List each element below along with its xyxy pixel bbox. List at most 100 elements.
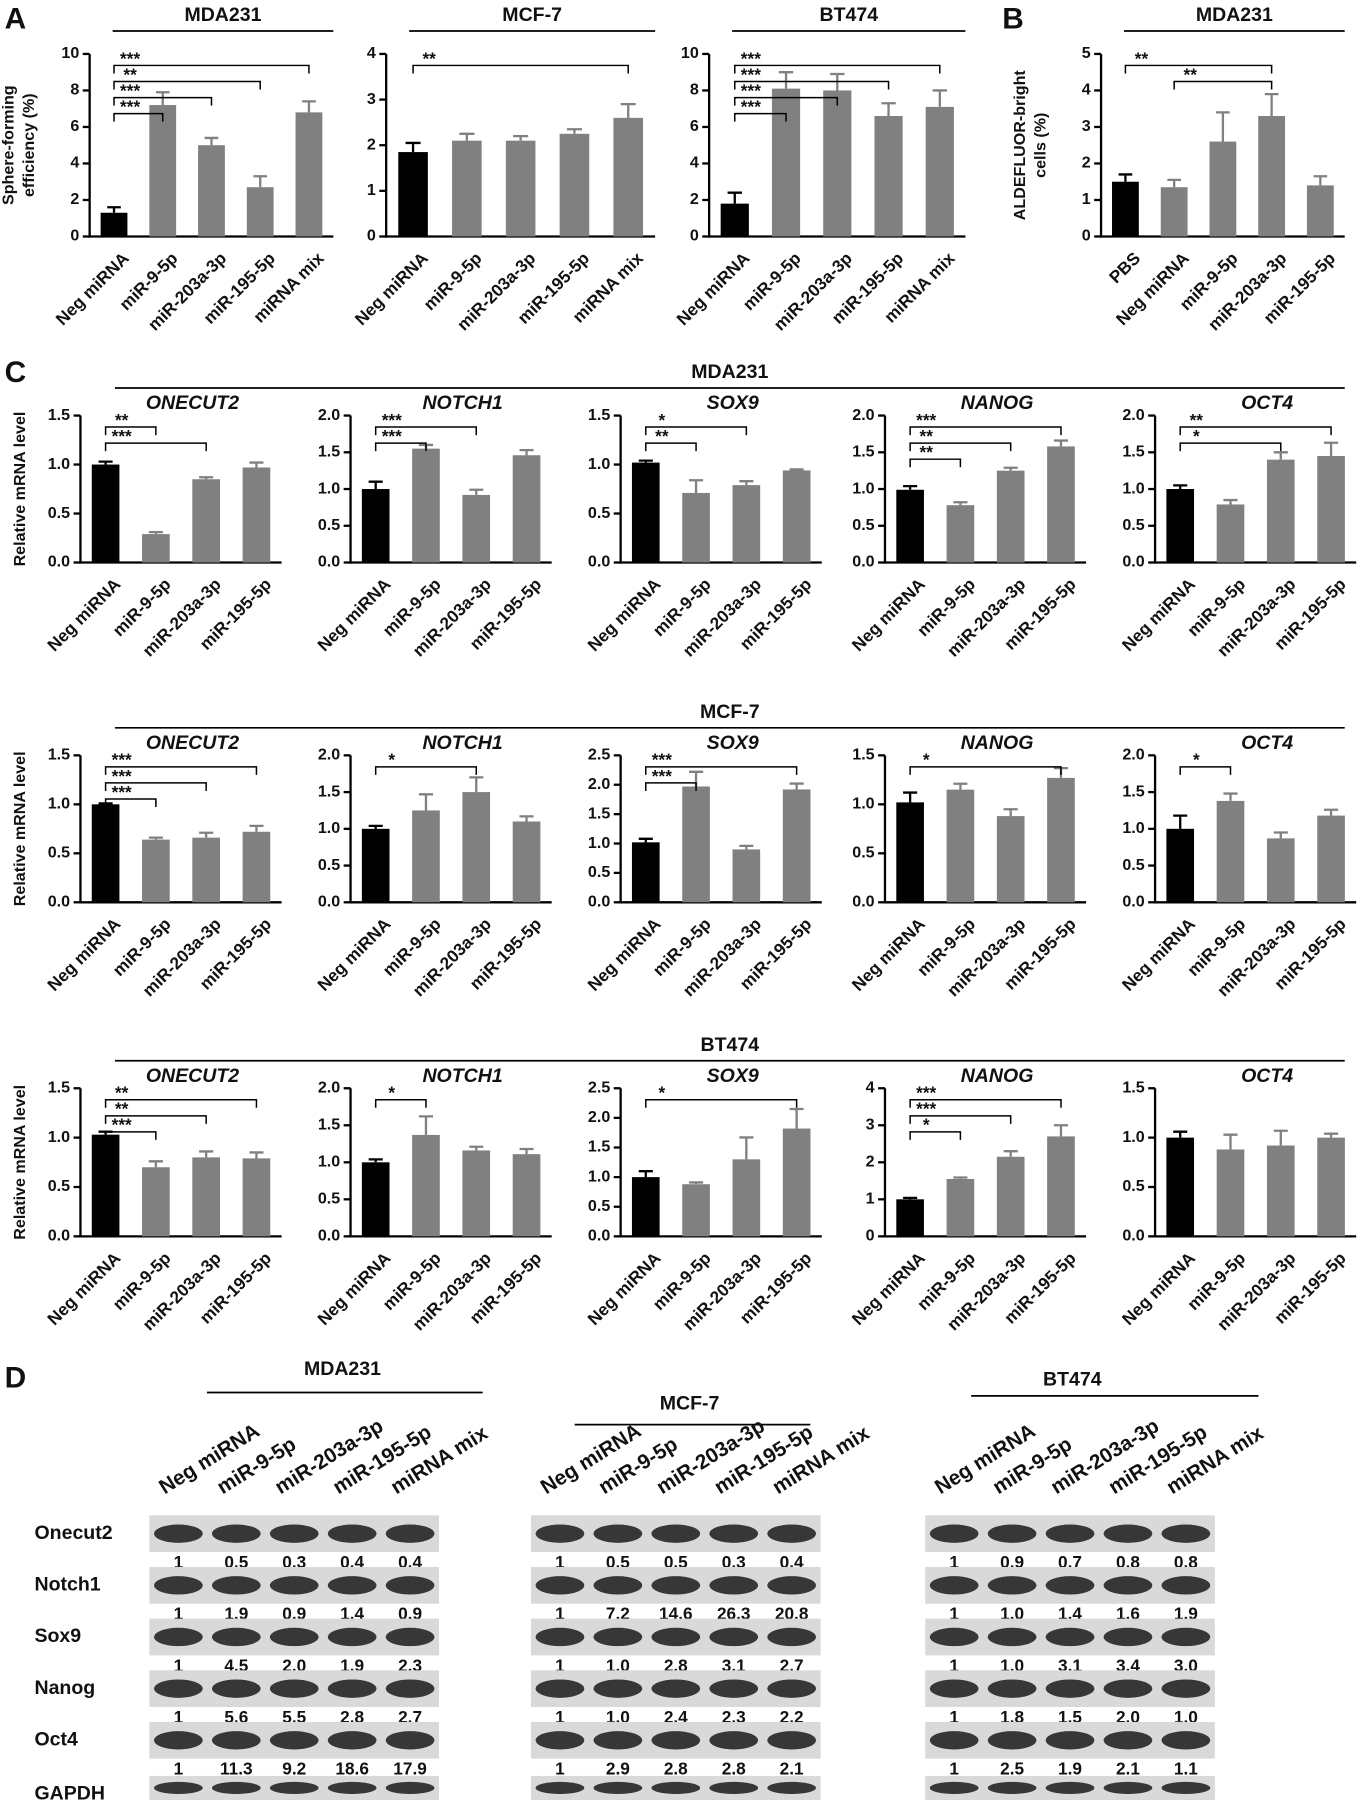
blot-band: [1161, 1679, 1211, 1698]
significance-bracket: [1179, 426, 1332, 436]
y-tick-label: 2.0: [318, 746, 340, 764]
band-quantification: 1: [174, 1655, 184, 1675]
bar: [559, 133, 590, 237]
significance-label: *: [659, 410, 666, 430]
bar: [412, 448, 440, 563]
significance-label: ***: [916, 1099, 936, 1119]
y-tick-label: 1.0: [1122, 1128, 1144, 1146]
y-tick-label: 0.0: [588, 893, 610, 911]
significance-bracket: [909, 1115, 1012, 1124]
y-tick-label: 1.5: [588, 1138, 610, 1156]
y-tick-label: 1.5: [318, 782, 340, 800]
blot-band: [593, 1524, 643, 1543]
band-quantification: 1: [949, 1552, 959, 1572]
y-tick-label: 1.0: [1122, 479, 1144, 497]
blot-band: [593, 1576, 643, 1595]
chart-title: BT474: [819, 4, 878, 26]
y-tick-label: 2: [367, 135, 376, 153]
chart-title: ONECUT2: [146, 1065, 239, 1087]
significance-bracket: [104, 1115, 207, 1124]
error-bar: [368, 480, 383, 490]
significance-label: **: [123, 64, 137, 84]
band-quantification: 9.2: [282, 1759, 306, 1779]
bar: [682, 786, 710, 903]
blot-band: [593, 1731, 643, 1750]
y-tick-label: 2.5: [588, 1079, 610, 1097]
y-tick-label: 4: [367, 44, 376, 62]
y-tick-label: 1.0: [48, 795, 70, 813]
bar: [412, 810, 440, 903]
y-tick-label: 1.5: [1122, 1079, 1144, 1097]
significance-bracket: [645, 442, 697, 452]
bar: [1216, 504, 1245, 563]
y-tick-label: 0: [70, 227, 79, 245]
y-tick-label: 0: [690, 227, 699, 245]
band-quantification: 1: [555, 1552, 565, 1572]
blot-band: [1161, 1627, 1211, 1647]
significance-label: *: [659, 1083, 666, 1103]
blot-group-title: MCF-7: [660, 1393, 720, 1415]
x-tick-label: Neg miRNA: [583, 1248, 664, 1329]
chart-title: OCT4: [1241, 1065, 1293, 1087]
blot-band: [767, 1679, 816, 1698]
bar: [1166, 489, 1195, 563]
band-quantification: 1: [949, 1655, 959, 1675]
blot-band: [1103, 1524, 1153, 1543]
blot-band: [709, 1781, 759, 1794]
chart-title: NOTCH1: [422, 392, 502, 414]
blot-band: [269, 1679, 319, 1698]
significance-bracket: [104, 782, 207, 791]
bar: [462, 1150, 491, 1237]
y-tick-label: 2.0: [588, 775, 610, 793]
blot-band: [327, 1524, 377, 1543]
y-tick-label: 2.0: [318, 1079, 340, 1097]
blot-band: [929, 1781, 979, 1794]
y-tick-label: 2.0: [588, 1108, 610, 1126]
group-title: MCF-7: [700, 701, 760, 723]
y-tick-label: 0.0: [588, 553, 610, 571]
significance-bracket: [909, 442, 1012, 452]
bar: [946, 1178, 975, 1237]
y-tick-label: 1.0: [318, 479, 340, 497]
error-bar: [155, 91, 170, 106]
bar: [91, 464, 120, 563]
blot-band: [327, 1731, 377, 1750]
y-axis-label: efficiency (%): [20, 93, 38, 197]
bar: [896, 802, 924, 903]
bar: [782, 789, 811, 903]
bar: [361, 828, 390, 903]
significance-label: ***: [382, 426, 402, 446]
significance-label: ***: [112, 750, 132, 770]
x-tick-label: Neg miRNA: [583, 914, 664, 995]
error-bar: [469, 776, 484, 793]
y-axis-label: Relative mRNA level: [11, 412, 29, 567]
error-bar: [903, 484, 918, 490]
y-tick-label: 1.5: [1122, 443, 1144, 461]
blot-band: [269, 1731, 319, 1750]
blot-band: [987, 1576, 1037, 1595]
bar: [1047, 1136, 1075, 1237]
blot-band: [1103, 1781, 1153, 1794]
error-bar: [932, 89, 947, 107]
band-quantification: 2.5: [1000, 1759, 1024, 1779]
blot-band: [987, 1731, 1037, 1750]
y-tick-label: 1.5: [48, 1079, 70, 1097]
y-axis-label: cells (%): [1032, 113, 1050, 178]
bar: [1266, 459, 1295, 563]
blot-band: [327, 1627, 377, 1647]
blot-band: [211, 1679, 261, 1698]
bar: [361, 489, 390, 563]
bar: [192, 837, 220, 903]
y-axis-label: Relative mRNA level: [11, 1085, 29, 1240]
y-tick-label: 0.0: [318, 1227, 340, 1245]
bar: [1317, 815, 1345, 903]
error-bar: [1264, 92, 1279, 117]
significance-bracket: [645, 1098, 798, 1108]
bar: [1047, 777, 1075, 903]
bar: [1160, 187, 1188, 237]
blot-band: [709, 1679, 759, 1698]
error-bar: [778, 71, 794, 89]
significance-bracket: [374, 1098, 427, 1108]
y-tick-label: 0.0: [48, 553, 70, 571]
